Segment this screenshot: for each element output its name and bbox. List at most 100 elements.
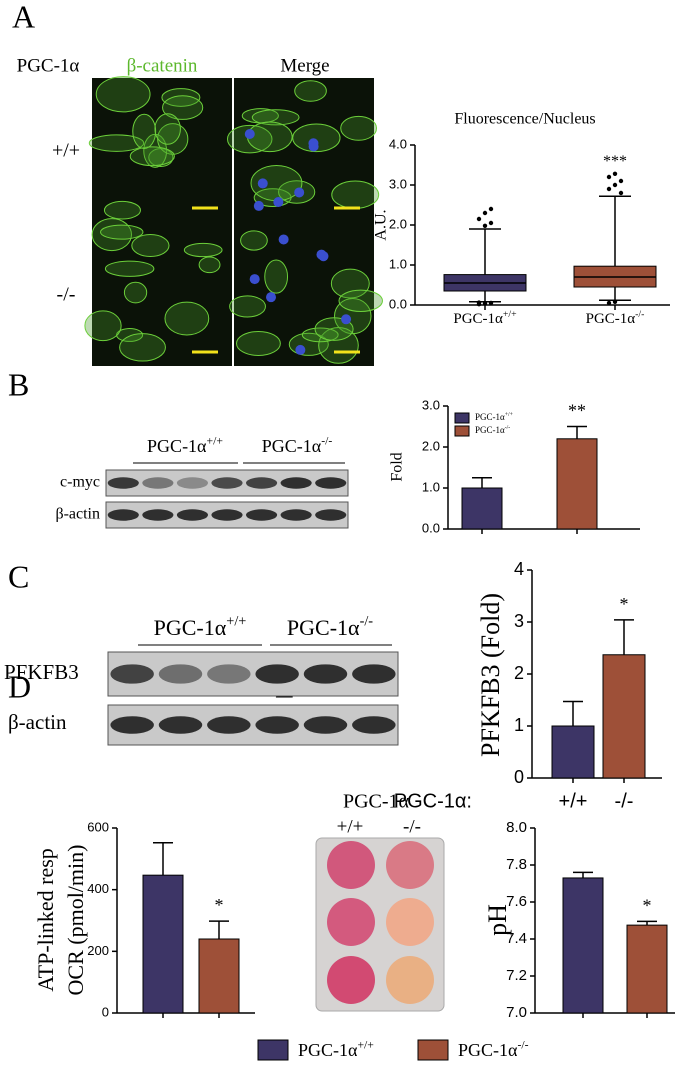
- y-axis-label: PFKFB3 (Fold): [476, 593, 505, 757]
- outlier: [476, 300, 482, 305]
- cell: [91, 218, 132, 252]
- outlier: [482, 301, 488, 306]
- nucleus: [318, 251, 329, 262]
- cell: [129, 146, 175, 167]
- cell: [226, 124, 273, 154]
- nucleus: [244, 129, 255, 140]
- x-tick-label: PGC-1α+/+: [453, 309, 517, 327]
- panel-label: B: [8, 366, 29, 402]
- y-tick-label: 400: [87, 881, 109, 896]
- band: [158, 716, 203, 734]
- outlier: [612, 171, 618, 176]
- image-header: -/-: [403, 816, 421, 837]
- blot-label: c-myc: [60, 474, 100, 491]
- outlier: [606, 186, 612, 192]
- y-tick-label: 7.8: [506, 856, 527, 873]
- y-tick-label: 4: [514, 559, 524, 579]
- bar: [602, 654, 646, 779]
- bar: [142, 874, 184, 1014]
- cell: [104, 260, 155, 277]
- y-tick-label: 600: [87, 819, 109, 834]
- panel-label: A: [12, 0, 35, 34]
- blot-label: PFKFB3: [4, 660, 79, 684]
- y-tick-label: 7.4: [506, 930, 527, 947]
- bar: [626, 924, 668, 1014]
- outlier: [618, 190, 624, 196]
- cell: [123, 281, 148, 304]
- cell: [161, 88, 201, 107]
- row-label: -/-: [57, 284, 76, 306]
- blot: [107, 651, 399, 697]
- band: [246, 509, 278, 521]
- outlier: [606, 300, 612, 306]
- y-tick-label: 7.0: [506, 1004, 527, 1021]
- cell: [164, 301, 210, 336]
- blots: [105, 469, 399, 746]
- cell: [116, 328, 144, 342]
- cell: [236, 330, 281, 356]
- legend-label: PGC-1α+/+: [475, 412, 514, 422]
- significance: *: [643, 896, 652, 916]
- y-tick-label: 0.0: [389, 296, 407, 311]
- band: [142, 477, 174, 489]
- outlier: [476, 216, 482, 222]
- y-tick-label: 2.0: [422, 438, 440, 453]
- y-tick-label: 0: [102, 1004, 109, 1019]
- outlier: [612, 182, 618, 188]
- y-tick-label: 1: [514, 715, 524, 735]
- outlier: [488, 220, 494, 226]
- x-axis-label: PGC-1α:: [394, 790, 472, 812]
- y-tick-label: 3.0: [422, 397, 440, 412]
- band: [211, 477, 243, 489]
- y-tick-label: 7.6: [506, 893, 527, 910]
- y-tick-label: 3: [514, 611, 524, 631]
- legend-label: PGC-1α-/-: [475, 425, 510, 435]
- nucleus: [295, 344, 306, 355]
- cell: [264, 259, 289, 294]
- x-tick-label: -/-: [615, 790, 634, 812]
- outlier: [606, 174, 612, 180]
- image-header: PGC-1α: [343, 791, 410, 813]
- cell: [162, 95, 204, 120]
- legend-swatch: [454, 425, 470, 437]
- image-header: Merge: [280, 55, 329, 76]
- nucleus: [266, 292, 277, 303]
- group-label: PGC-1α+/+: [147, 434, 223, 456]
- y-axis-label: Fold: [389, 452, 406, 481]
- legend-label: PGC-1α-/-: [458, 1038, 529, 1060]
- y-tick-label: 200: [87, 943, 109, 958]
- cell: [132, 113, 157, 150]
- micrograph: [92, 222, 232, 366]
- cell: [95, 76, 151, 113]
- cell: [292, 123, 341, 153]
- row-label: +/+: [52, 140, 80, 162]
- micrographs: [84, 76, 383, 366]
- y-tick-label: 0: [514, 767, 524, 787]
- nucleus: [273, 197, 284, 208]
- band: [315, 477, 347, 489]
- outlier: [618, 178, 624, 184]
- image-header: +/+: [337, 816, 364, 837]
- nucleus: [253, 200, 264, 211]
- band: [110, 716, 154, 734]
- band: [315, 509, 347, 521]
- cell: [131, 234, 170, 257]
- nucleus: [341, 314, 352, 325]
- band: [352, 716, 396, 734]
- y-tick-label: 8.0: [506, 819, 527, 836]
- cell: [330, 268, 370, 299]
- bar: [556, 438, 598, 530]
- cell: [198, 256, 221, 274]
- cell: [183, 242, 223, 258]
- significance: ***: [603, 153, 627, 170]
- y-tick-label: 4.0: [389, 136, 407, 151]
- y-tick-label: 2: [514, 663, 524, 683]
- band: [255, 664, 299, 684]
- outlier: [482, 223, 488, 228]
- x-tick-label: +/+: [559, 790, 588, 812]
- image-header: β-catenin: [127, 55, 198, 76]
- band: [107, 477, 139, 489]
- group-label: PGC-1α-/-: [287, 614, 373, 640]
